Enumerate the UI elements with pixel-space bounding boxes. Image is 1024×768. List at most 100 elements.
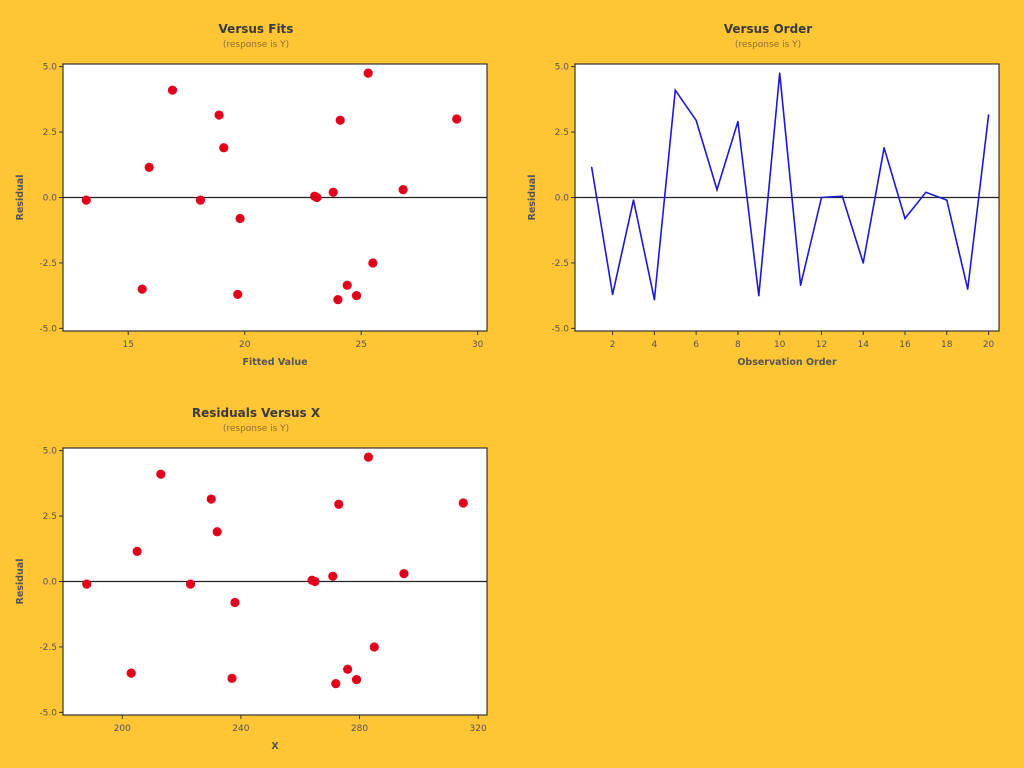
data-point	[351, 675, 362, 685]
x-tick-label: 320	[470, 724, 487, 734]
residuals-versus-x-chart: -5.0 -2.5 0.0 2.5 5.0 200 240 280 320 X Residual	[15, 447, 488, 752]
x-tick-label: 6	[693, 340, 699, 350]
x-tick-label: 15	[123, 340, 134, 350]
y-tick-label: 0.0	[555, 194, 570, 204]
data-point	[185, 579, 196, 589]
data-point	[653, 298, 656, 301]
data-point	[206, 494, 216, 504]
x-tick-label: 14	[858, 340, 870, 350]
x-tick-label: 20	[239, 340, 251, 350]
data-point	[737, 120, 739, 123]
data-point	[452, 114, 462, 124]
data-point	[820, 196, 823, 199]
data-point	[214, 110, 224, 120]
x-tick-label: 18	[941, 340, 953, 350]
data-point	[342, 280, 352, 290]
y-tick-label: -2.5	[551, 259, 569, 269]
data-point	[799, 284, 802, 286]
data-point	[904, 217, 906, 220]
x-axis-label: X	[271, 741, 279, 752]
data-point	[195, 195, 206, 205]
data-point	[632, 199, 635, 201]
data-point	[81, 195, 91, 205]
chart-title: Versus Fits	[218, 22, 294, 36]
data-point	[331, 678, 341, 689]
panel-versus-order: Versus Order (response is Y) -5.0 -2.5 0.0…	[512, 0, 1024, 384]
data-point	[328, 571, 338, 581]
data-point	[758, 294, 760, 297]
data-point	[368, 258, 378, 268]
data-point	[156, 469, 166, 479]
data-point	[333, 294, 343, 305]
x-tick-label: 25	[355, 340, 366, 350]
data-point	[335, 115, 345, 125]
data-point	[611, 293, 614, 296]
x-tick-label: 8	[735, 340, 741, 350]
data-point	[144, 162, 154, 172]
x-tick-label: 4	[652, 340, 658, 350]
data-point	[230, 597, 240, 608]
y-tick-label: 5.0	[43, 63, 58, 73]
data-point	[883, 146, 885, 149]
series-line	[590, 73, 990, 300]
data-point	[674, 89, 677, 91]
data-point	[343, 664, 353, 674]
data-point	[862, 262, 865, 264]
data-point	[310, 576, 320, 587]
data-point	[212, 527, 222, 537]
y-tick-label: -2.5	[39, 259, 57, 269]
y-tick-label: 5.0	[555, 63, 570, 73]
chart-subtitle: (response is Y)	[222, 40, 290, 50]
data-point	[126, 668, 136, 678]
x-tick-label: 2	[610, 340, 616, 350]
y-tick-label: 0.0	[43, 578, 58, 588]
y-tick-label: -2.5	[39, 643, 57, 653]
chart-subtitle: (response is Y)	[734, 40, 802, 50]
data-point	[925, 191, 927, 194]
data-point	[82, 579, 92, 589]
data-point	[399, 569, 409, 579]
x-tick-label: 200	[114, 724, 131, 734]
y-tick-label: 0.0	[43, 194, 58, 204]
y-tick-label: 2.5	[555, 128, 569, 138]
data-point	[233, 289, 243, 299]
chart-subtitle: (response is Y)	[222, 424, 290, 434]
data-point	[398, 185, 408, 195]
x-tick-label: 10	[774, 340, 786, 350]
y-axis-label: Residual	[15, 559, 26, 605]
y-tick-label: -5.0	[39, 708, 57, 718]
data-point	[312, 192, 322, 203]
versus-fits-chart: -5.0 -2.5 0.0 2.5 5.0 15 20 25 30 Fitted Value Res…	[15, 63, 488, 368]
data-point	[458, 498, 468, 508]
data-point	[778, 72, 781, 74]
chart-title: Versus Order	[723, 22, 813, 36]
data-point	[351, 291, 362, 301]
data-point	[137, 284, 147, 294]
x-tick-label: 30	[472, 340, 484, 350]
data-point	[987, 114, 990, 116]
data-point	[363, 452, 373, 462]
y-tick-label: 5.0	[43, 447, 58, 457]
data-point	[841, 195, 844, 197]
x-tick-label: 280	[351, 724, 368, 734]
data-point	[235, 213, 245, 224]
data-point	[227, 673, 237, 683]
y-tick-label: -5.0	[39, 324, 57, 334]
x-tick-label: 12	[816, 340, 827, 350]
versus-order-chart: -5.0 -2.5 0.0 2.5 5.0 2 4 6 8 10 12 14 16 18 20 Observa…	[527, 63, 1000, 368]
y-axis-label: Residual	[15, 175, 26, 221]
y-tick-label: -5.0	[551, 324, 569, 334]
data-point	[334, 499, 344, 509]
data-point	[363, 68, 373, 78]
data-point	[369, 642, 379, 652]
data-point	[132, 546, 142, 556]
x-axis-label: Observation Order	[737, 357, 837, 368]
data-point	[590, 166, 593, 169]
y-tick-label: 2.5	[43, 128, 57, 138]
x-axis-label: Fitted Value	[242, 357, 307, 368]
panel-residuals-versus-x: Residuals Versus X (response is Y) -5.0-…	[0, 384, 512, 768]
data-point	[945, 199, 948, 201]
y-axis-label: Residual	[527, 175, 538, 221]
data-point	[167, 85, 178, 95]
data-point	[695, 119, 697, 122]
